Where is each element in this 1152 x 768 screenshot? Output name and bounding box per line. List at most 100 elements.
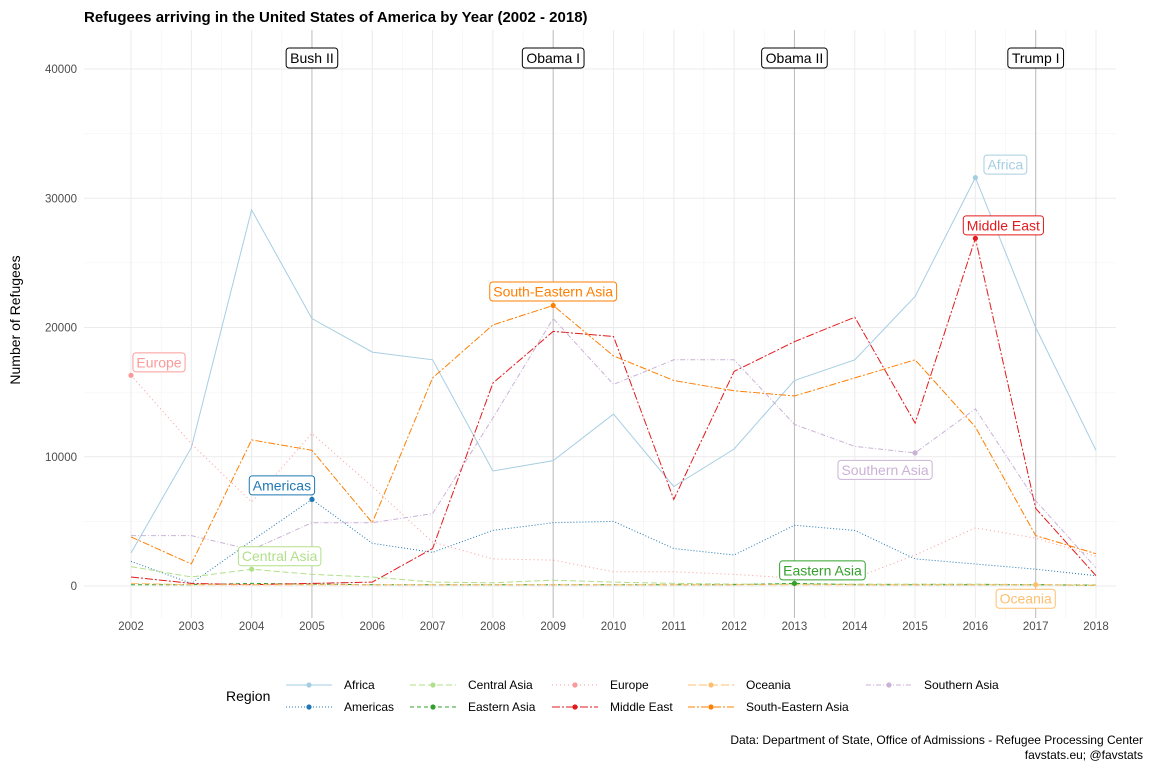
series-label-central-asia: Central Asia (237, 546, 322, 567)
legend-key-point (572, 704, 578, 710)
series-label-oceania: Oceania (995, 588, 1056, 609)
series-point-middle-east (972, 235, 978, 241)
x-tick-label: 2008 (480, 621, 506, 633)
x-tick-label: 2013 (782, 621, 808, 633)
legend-label: Americas (344, 700, 394, 714)
series-label-americas: Americas (248, 475, 316, 496)
legend-key-point (708, 704, 714, 710)
legend-item-eastern-asia: Eastern Asia (410, 700, 536, 714)
legend-item-oceania: Oceania (688, 678, 791, 692)
era-label-obama-i: Obama I (521, 47, 585, 69)
label-box (995, 588, 1056, 609)
series-point-southern-asia (912, 450, 918, 456)
era-annotations: Bush II Obama I Obama II Trump I (285, 47, 1065, 69)
caption-credit: favstats.eu; @favstats (1025, 748, 1143, 762)
series-line-southern-asia (131, 317, 1097, 569)
legend-item-southern-asia: Southern Asia (866, 678, 999, 692)
legend-label: Oceania (746, 678, 791, 692)
legend-item-south-eastern-asia: South-Eastern Asia (688, 700, 849, 714)
x-axis-ticks: 2002 2003 2004 2005 2006 2007 2008 2009 2010 2011… (118, 621, 1109, 633)
series-lines (130, 176, 1097, 586)
y-axis-label: Number of Refugees (7, 255, 23, 384)
label-box (489, 281, 618, 302)
era-box (521, 47, 585, 69)
era-lines (311, 30, 1037, 618)
series-label-middle-east: Middle East (962, 215, 1044, 236)
label-box (132, 352, 186, 373)
series-point-oceania (1033, 582, 1039, 588)
x-tick-label: 2012 (721, 621, 747, 633)
label-text: Middle East (967, 217, 1040, 233)
x-tick-label: 2018 (1083, 621, 1109, 633)
era-label-trump-i: Trump I (1007, 47, 1065, 69)
y-tick-label: 30000 (45, 193, 77, 205)
legend-key-point (886, 682, 892, 688)
era-box (761, 47, 828, 69)
legend-item-europe: Europe (552, 678, 649, 692)
legend-label: Eastern Asia (468, 700, 536, 714)
y-tick-label: 40000 (45, 64, 77, 76)
x-tick-label: 2015 (902, 621, 928, 633)
legend-key-point (306, 682, 312, 688)
legend-key-point (572, 682, 578, 688)
series-label-eastern-asia: Eastern Asia (779, 560, 866, 581)
legend-label: South-Eastern Asia (746, 700, 849, 714)
series-line-africa (130, 176, 1097, 554)
x-tick-label: 2004 (239, 621, 265, 633)
era-box (1007, 47, 1065, 69)
y-tick-label: 10000 (45, 452, 77, 464)
x-tick-label: 2010 (601, 621, 627, 633)
legend-label: Europe (610, 678, 649, 692)
series-point-americas (309, 496, 315, 503)
series-label-southern-asia: Southern Asia (837, 459, 933, 480)
label-box (837, 459, 933, 480)
x-tick-label: 2016 (963, 621, 989, 633)
legend-key-point (708, 682, 714, 688)
x-tick-label: 2003 (179, 621, 205, 633)
x-tick-label: 2005 (299, 621, 325, 633)
label-box (248, 475, 316, 496)
y-axis-ticks: 0 10000 20000 30000 40000 (45, 64, 77, 593)
label-text: Central Asia (242, 548, 318, 564)
era-label-obama-ii: Obama II (761, 47, 828, 69)
era-text: Obama I (526, 50, 580, 66)
legend-title: Region (226, 688, 270, 704)
chart-title: Refugees arriving in the United States o… (84, 9, 588, 26)
x-tick-label: 2014 (842, 621, 868, 633)
series-line-americas (130, 498, 1097, 584)
series-point-africa (972, 174, 978, 181)
x-tick-label: 2007 (420, 621, 446, 633)
era-text: Obama II (766, 50, 824, 66)
legend-item-africa: Africa (286, 678, 375, 692)
series-points (128, 174, 1039, 588)
series-line-central-asia (130, 566, 1096, 586)
legend-item-middle-east: Middle East (552, 700, 673, 714)
x-tick-label: 2011 (661, 621, 686, 633)
grid (84, 30, 1116, 618)
series-point-central-asia (249, 566, 255, 572)
series-line-south-eastern-asia (130, 304, 1097, 565)
legend: Region Africa Americas Central Asia Eastern… (226, 678, 999, 714)
label-box (983, 154, 1028, 175)
legend-key-point (430, 704, 436, 710)
label-box (237, 546, 322, 567)
series-label-africa: Africa (983, 154, 1028, 175)
label-text: Africa (987, 157, 1023, 173)
era-text: Bush II (290, 50, 334, 66)
x-tick-label: 2009 (540, 621, 566, 633)
series-point-europe (128, 372, 134, 378)
label-text: Oceania (1000, 591, 1052, 607)
label-box (962, 215, 1044, 236)
series-label-south-eastern-asia: South-Eastern Asia (489, 281, 618, 302)
label-text: Eastern Asia (783, 562, 862, 578)
era-label-bush-ii: Bush II (285, 47, 339, 69)
series-labels: Africa Americas Central Asia Eastern Asia Eu… (132, 154, 1056, 609)
legend-label: Southern Asia (924, 678, 999, 692)
legend-label: Central Asia (468, 678, 533, 692)
era-text: Trump I (1012, 50, 1060, 66)
y-tick-label: 20000 (45, 323, 77, 335)
legend-key-point (430, 682, 436, 688)
era-box (285, 47, 339, 69)
y-tick-label: 0 (71, 581, 77, 593)
label-text: South-Eastern Asia (493, 284, 613, 300)
